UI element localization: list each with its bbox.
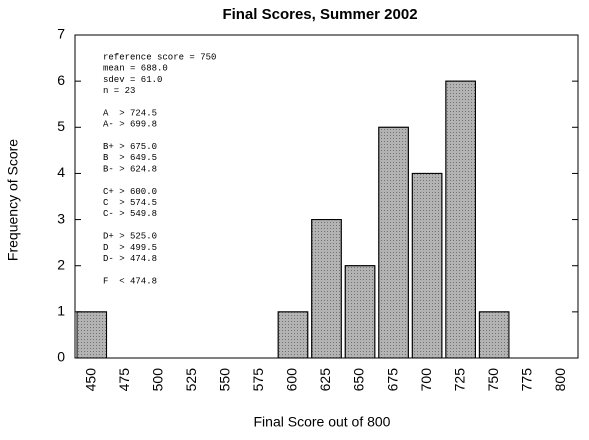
- annotation: C > 574.5: [103, 198, 157, 208]
- x-tick-label: 675: [384, 368, 400, 392]
- annotation: A- > 699.8: [103, 120, 157, 130]
- annotation: sdev = 61.0: [103, 75, 162, 85]
- bar-hatch: [478, 311, 510, 359]
- x-tick-label: 575: [250, 368, 266, 392]
- chart-title: Final Scores, Summer 2002: [222, 6, 417, 23]
- bar-hatch: [277, 311, 309, 359]
- y-tick-label: 0: [57, 349, 65, 365]
- annotation: B > 649.5: [103, 153, 157, 163]
- y-tick-label: 2: [57, 256, 65, 272]
- y-tick-label: 1: [57, 303, 65, 319]
- annotation: D > 499.5: [103, 243, 157, 253]
- x-tick-label: 450: [82, 368, 98, 392]
- annotation: B- > 624.8: [103, 164, 157, 174]
- annotation: D+ > 525.0: [103, 232, 157, 242]
- x-tick-label: 475: [116, 368, 132, 392]
- y-tick-label: 5: [57, 118, 65, 134]
- x-tick-label: 775: [518, 368, 534, 392]
- annotation: C- > 549.8: [103, 209, 157, 219]
- annotation: A > 724.5: [103, 108, 157, 118]
- y-tick-label: 6: [57, 72, 65, 88]
- annotation: F < 474.8: [103, 276, 157, 286]
- x-tick-label: 500: [150, 368, 166, 392]
- x-axis-label: Final Score out of 800: [254, 414, 391, 430]
- annotation: C+ > 600.0: [103, 187, 157, 197]
- x-tick-label: 525: [183, 368, 199, 392]
- x-tick-label: 700: [418, 368, 434, 392]
- x-tick-label: 600: [284, 368, 300, 392]
- annotation: D- > 474.8: [103, 254, 157, 264]
- x-tick-label: 650: [351, 368, 367, 392]
- y-tick-label: 7: [57, 26, 65, 42]
- x-tick-label: 800: [552, 368, 568, 392]
- bar-hatch: [311, 219, 342, 359]
- x-tick-label: 625: [317, 368, 333, 392]
- annotation: mean = 688.0: [103, 64, 168, 74]
- annotation: reference score = 750: [103, 52, 216, 62]
- bar-hatch: [76, 311, 108, 359]
- annotation: n = 23: [103, 86, 135, 96]
- bar-hatch: [445, 80, 476, 359]
- y-axis-label: Frequency of Score: [5, 139, 21, 261]
- y-tick-label: 3: [57, 210, 65, 226]
- bar-hatch: [411, 172, 443, 359]
- x-tick-label: 550: [217, 368, 233, 392]
- x-tick-label: 750: [485, 368, 501, 392]
- bar-hatch: [378, 126, 409, 359]
- x-tick-label: 725: [451, 368, 467, 392]
- bar-hatch: [344, 265, 376, 359]
- y-tick-label: 4: [57, 164, 65, 180]
- annotation: B+ > 675.0: [103, 142, 157, 152]
